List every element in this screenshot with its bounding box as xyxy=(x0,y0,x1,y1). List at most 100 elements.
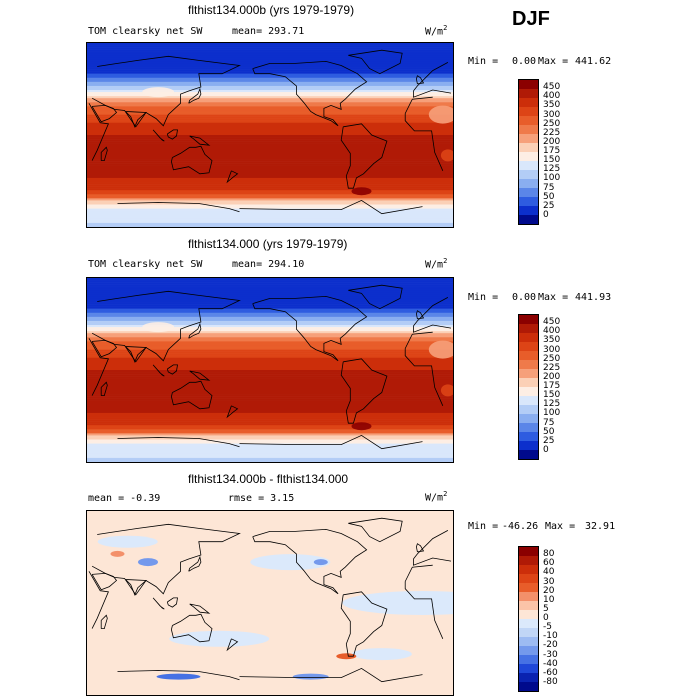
regional-anomaly xyxy=(428,105,453,124)
coastline xyxy=(88,331,444,406)
colorbar-swatch xyxy=(519,396,538,405)
panel2-colorbar-tick-label: 150 xyxy=(543,390,561,401)
coastline xyxy=(125,111,148,128)
coastline xyxy=(170,380,213,410)
coastline xyxy=(226,170,239,184)
difference-anomaly xyxy=(169,630,270,647)
coastline xyxy=(189,370,211,381)
zonal-band xyxy=(87,431,453,434)
coastline xyxy=(100,146,108,161)
colorbar-swatch xyxy=(519,116,538,125)
panel3-colorbar-tick-label: 5 xyxy=(543,603,549,614)
coastline xyxy=(415,75,425,85)
panel3-min-label: Min = xyxy=(468,521,499,532)
zonal-band xyxy=(87,100,453,103)
zonal-band xyxy=(87,45,453,48)
zonal-band xyxy=(87,102,453,105)
coastline xyxy=(226,638,239,652)
zonal-band xyxy=(87,210,453,213)
coastline xyxy=(100,381,108,396)
colorbar-swatch xyxy=(519,206,538,215)
zonal-band xyxy=(87,435,453,438)
zonal-band xyxy=(87,153,453,156)
zonal-band xyxy=(87,372,453,375)
zonal-band xyxy=(87,202,453,205)
colorbar-swatch xyxy=(519,179,538,188)
panel2-colorbar-tick-label: 450 xyxy=(543,317,561,328)
panel1-variable-label: TOM clearsky net SW xyxy=(88,26,203,37)
zonal-band xyxy=(87,365,453,369)
panel1-colorbar-tick-label: 125 xyxy=(543,164,561,175)
zonal-band xyxy=(87,190,453,193)
zonal-band xyxy=(87,216,453,220)
zonal-band xyxy=(87,290,453,293)
zonal-band xyxy=(87,128,453,132)
zonal-band xyxy=(87,331,453,334)
colorbar-swatch xyxy=(519,89,538,98)
zonal-band xyxy=(87,286,453,289)
zonal-band xyxy=(87,130,453,134)
coastline xyxy=(252,528,368,595)
zonal-band xyxy=(87,367,453,371)
coastline xyxy=(188,555,202,572)
zonal-band xyxy=(87,94,453,97)
panel3-colorbar-tick-label: -40 xyxy=(543,658,558,669)
zonal-band xyxy=(87,386,453,389)
regional-anomaly xyxy=(440,384,453,397)
colorbar-swatch xyxy=(519,170,538,179)
coastline xyxy=(340,358,388,424)
zonal-band xyxy=(87,388,453,391)
panel1-colorbar-tick-label: 0 xyxy=(543,209,549,220)
colorbar-swatch xyxy=(519,324,538,333)
panel2-colorbar-tick-label: 100 xyxy=(543,408,561,419)
zonal-band xyxy=(87,108,453,111)
coastline xyxy=(91,290,452,363)
zonal-band xyxy=(87,347,453,350)
colorbar-swatch xyxy=(519,405,538,414)
zonal-band xyxy=(87,449,453,453)
zonal-band xyxy=(87,414,453,418)
coastline xyxy=(152,364,165,377)
regional-anomaly xyxy=(142,322,175,333)
zonal-band xyxy=(87,322,453,326)
zonal-band xyxy=(87,222,453,226)
zonal-band xyxy=(87,59,453,62)
zonal-band xyxy=(87,370,453,373)
panel1-colorbar-tick-label: 450 xyxy=(543,82,561,93)
coastline xyxy=(91,523,452,596)
panel2-colorbar-tick-label: 250 xyxy=(543,353,561,364)
zonal-band xyxy=(87,314,453,318)
colorbar-swatch xyxy=(519,450,538,459)
zonal-band xyxy=(87,143,453,146)
zonal-band xyxy=(87,132,453,136)
panel2-colorbar-tick-label: 300 xyxy=(543,344,561,355)
coastline xyxy=(88,564,444,639)
zonal-band xyxy=(87,104,453,107)
zonal-band xyxy=(87,206,453,209)
zonal-band xyxy=(87,376,453,379)
zonal-band xyxy=(87,163,453,166)
colorbar-swatch xyxy=(519,556,538,565)
zonal-band xyxy=(87,404,453,408)
zonal-band xyxy=(87,194,453,197)
panel3-colorbar-tick-label: -5 xyxy=(543,622,552,633)
zonal-band xyxy=(87,445,453,448)
panel3-colorbar-tick-label: 20 xyxy=(543,585,555,596)
coastline xyxy=(340,123,388,189)
zonal-band xyxy=(87,298,453,301)
zonal-band xyxy=(87,212,453,216)
difference-anomaly xyxy=(250,554,331,571)
zonal-band xyxy=(87,380,453,383)
zonal-band xyxy=(87,149,453,152)
zonal-band xyxy=(87,81,453,85)
panel1-max-label: Max = xyxy=(538,56,569,67)
panel2-min-value: 0.00 xyxy=(512,292,537,303)
zonal-band xyxy=(87,433,453,436)
panel1-colorbar-tick-label: 50 xyxy=(543,191,555,202)
zonal-band xyxy=(87,98,453,101)
colorbar-swatch xyxy=(519,342,538,351)
zonal-band xyxy=(87,139,453,142)
panel2-colorbar-tick-label: 225 xyxy=(543,362,561,373)
zonal-band xyxy=(87,429,453,432)
zonal-band xyxy=(87,69,453,72)
